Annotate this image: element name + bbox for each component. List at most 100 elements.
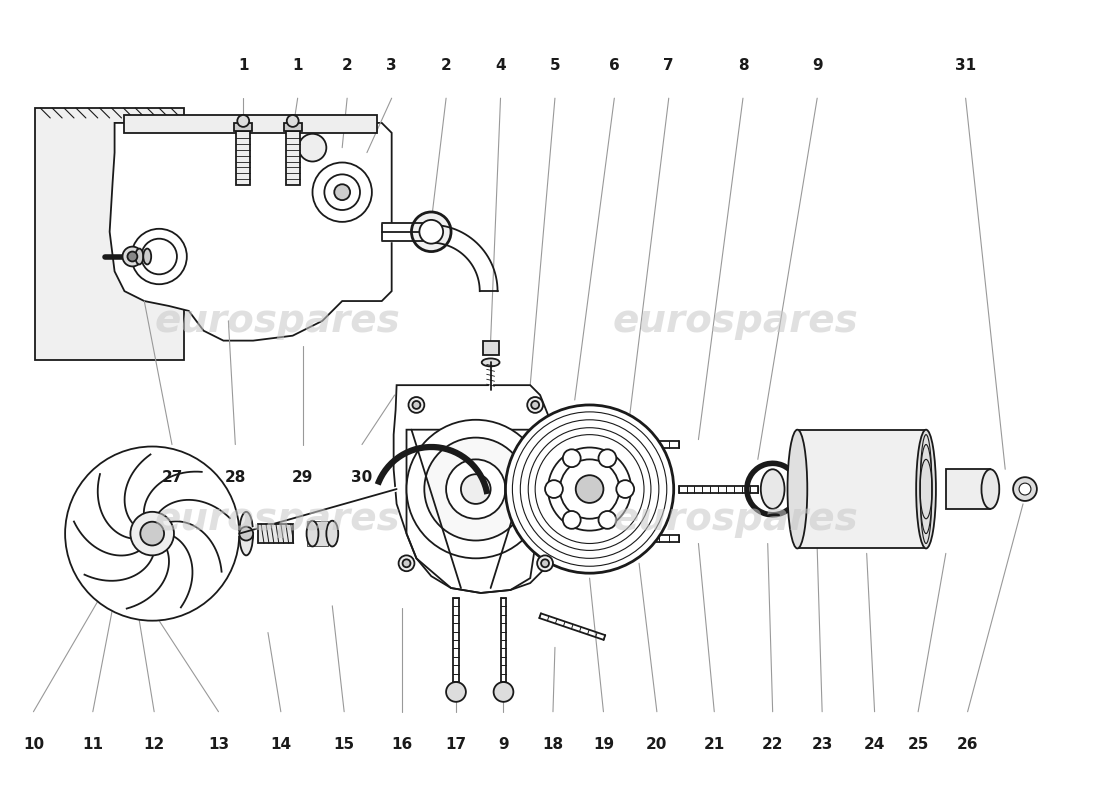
Circle shape	[131, 229, 187, 284]
Text: 14: 14	[271, 737, 292, 752]
Circle shape	[447, 459, 506, 518]
Circle shape	[141, 522, 164, 546]
Text: 23: 23	[812, 737, 833, 752]
Circle shape	[548, 447, 631, 530]
Text: 3: 3	[386, 58, 397, 73]
Bar	[258, 524, 293, 543]
Circle shape	[131, 512, 174, 555]
Circle shape	[240, 526, 253, 541]
Polygon shape	[284, 123, 301, 131]
Circle shape	[122, 246, 142, 266]
Bar	[124, 115, 377, 133]
Circle shape	[298, 134, 327, 162]
Circle shape	[65, 446, 240, 621]
Bar	[307, 521, 328, 546]
Text: 16: 16	[390, 737, 412, 752]
Bar	[946, 470, 990, 509]
Ellipse shape	[327, 521, 338, 546]
Circle shape	[1019, 483, 1031, 495]
Text: eurospares: eurospares	[613, 302, 858, 340]
Circle shape	[598, 450, 616, 467]
Bar	[286, 131, 299, 186]
Circle shape	[560, 459, 619, 518]
Circle shape	[403, 559, 410, 567]
Circle shape	[461, 474, 491, 504]
Circle shape	[287, 115, 298, 127]
Text: 9: 9	[812, 58, 823, 73]
Circle shape	[563, 511, 581, 529]
Circle shape	[407, 420, 546, 558]
Text: 30: 30	[351, 470, 373, 485]
Polygon shape	[483, 341, 498, 355]
Text: 29: 29	[292, 470, 313, 485]
Circle shape	[541, 559, 549, 567]
Circle shape	[312, 162, 372, 222]
Circle shape	[141, 238, 177, 274]
Circle shape	[447, 682, 466, 702]
Circle shape	[419, 220, 443, 244]
Text: 12: 12	[143, 737, 165, 752]
Text: 21: 21	[704, 737, 725, 752]
Circle shape	[412, 401, 420, 409]
Circle shape	[575, 475, 604, 503]
Circle shape	[527, 397, 543, 413]
Circle shape	[411, 212, 451, 251]
Circle shape	[506, 405, 673, 573]
Polygon shape	[110, 123, 392, 341]
Text: 1: 1	[238, 58, 249, 73]
Ellipse shape	[916, 430, 936, 549]
Text: eurospares: eurospares	[613, 500, 858, 538]
Text: 1: 1	[293, 58, 303, 73]
Text: 25: 25	[908, 737, 928, 752]
Circle shape	[546, 480, 563, 498]
Bar	[798, 430, 926, 549]
Text: 6: 6	[609, 58, 619, 73]
Polygon shape	[394, 385, 558, 593]
Text: 4: 4	[495, 58, 506, 73]
Text: 15: 15	[333, 737, 354, 752]
Ellipse shape	[240, 512, 253, 555]
Text: 17: 17	[446, 737, 466, 752]
Text: eurospares: eurospares	[155, 302, 400, 340]
Bar	[236, 131, 250, 186]
Text: 22: 22	[762, 737, 783, 752]
Text: 9: 9	[498, 737, 509, 752]
Text: 20: 20	[646, 737, 668, 752]
Ellipse shape	[135, 249, 143, 265]
Text: 2: 2	[342, 58, 352, 73]
Text: 11: 11	[82, 737, 103, 752]
Text: 19: 19	[593, 737, 614, 752]
Circle shape	[1013, 477, 1037, 501]
Text: 5: 5	[550, 58, 560, 73]
Polygon shape	[35, 108, 184, 361]
Polygon shape	[234, 123, 252, 131]
Text: 10: 10	[23, 737, 44, 752]
Ellipse shape	[761, 470, 784, 509]
Text: 31: 31	[955, 58, 976, 73]
Ellipse shape	[307, 521, 318, 546]
Circle shape	[408, 397, 425, 413]
Text: 18: 18	[542, 737, 563, 752]
Ellipse shape	[788, 430, 807, 549]
Text: 28: 28	[224, 470, 246, 485]
Circle shape	[238, 115, 250, 127]
Ellipse shape	[482, 358, 499, 366]
Text: 7: 7	[663, 58, 674, 73]
Circle shape	[537, 555, 553, 571]
Circle shape	[616, 480, 634, 498]
Text: 2: 2	[441, 58, 451, 73]
Text: eurospares: eurospares	[155, 500, 400, 538]
Text: 8: 8	[738, 58, 748, 73]
Circle shape	[398, 555, 415, 571]
Circle shape	[425, 438, 527, 541]
Text: 27: 27	[162, 470, 183, 485]
Text: 26: 26	[957, 737, 978, 752]
Circle shape	[324, 174, 360, 210]
Circle shape	[334, 184, 350, 200]
Circle shape	[563, 450, 581, 467]
Text: 13: 13	[208, 737, 229, 752]
Circle shape	[531, 401, 539, 409]
Ellipse shape	[981, 470, 999, 509]
Ellipse shape	[143, 249, 151, 265]
Circle shape	[494, 682, 514, 702]
